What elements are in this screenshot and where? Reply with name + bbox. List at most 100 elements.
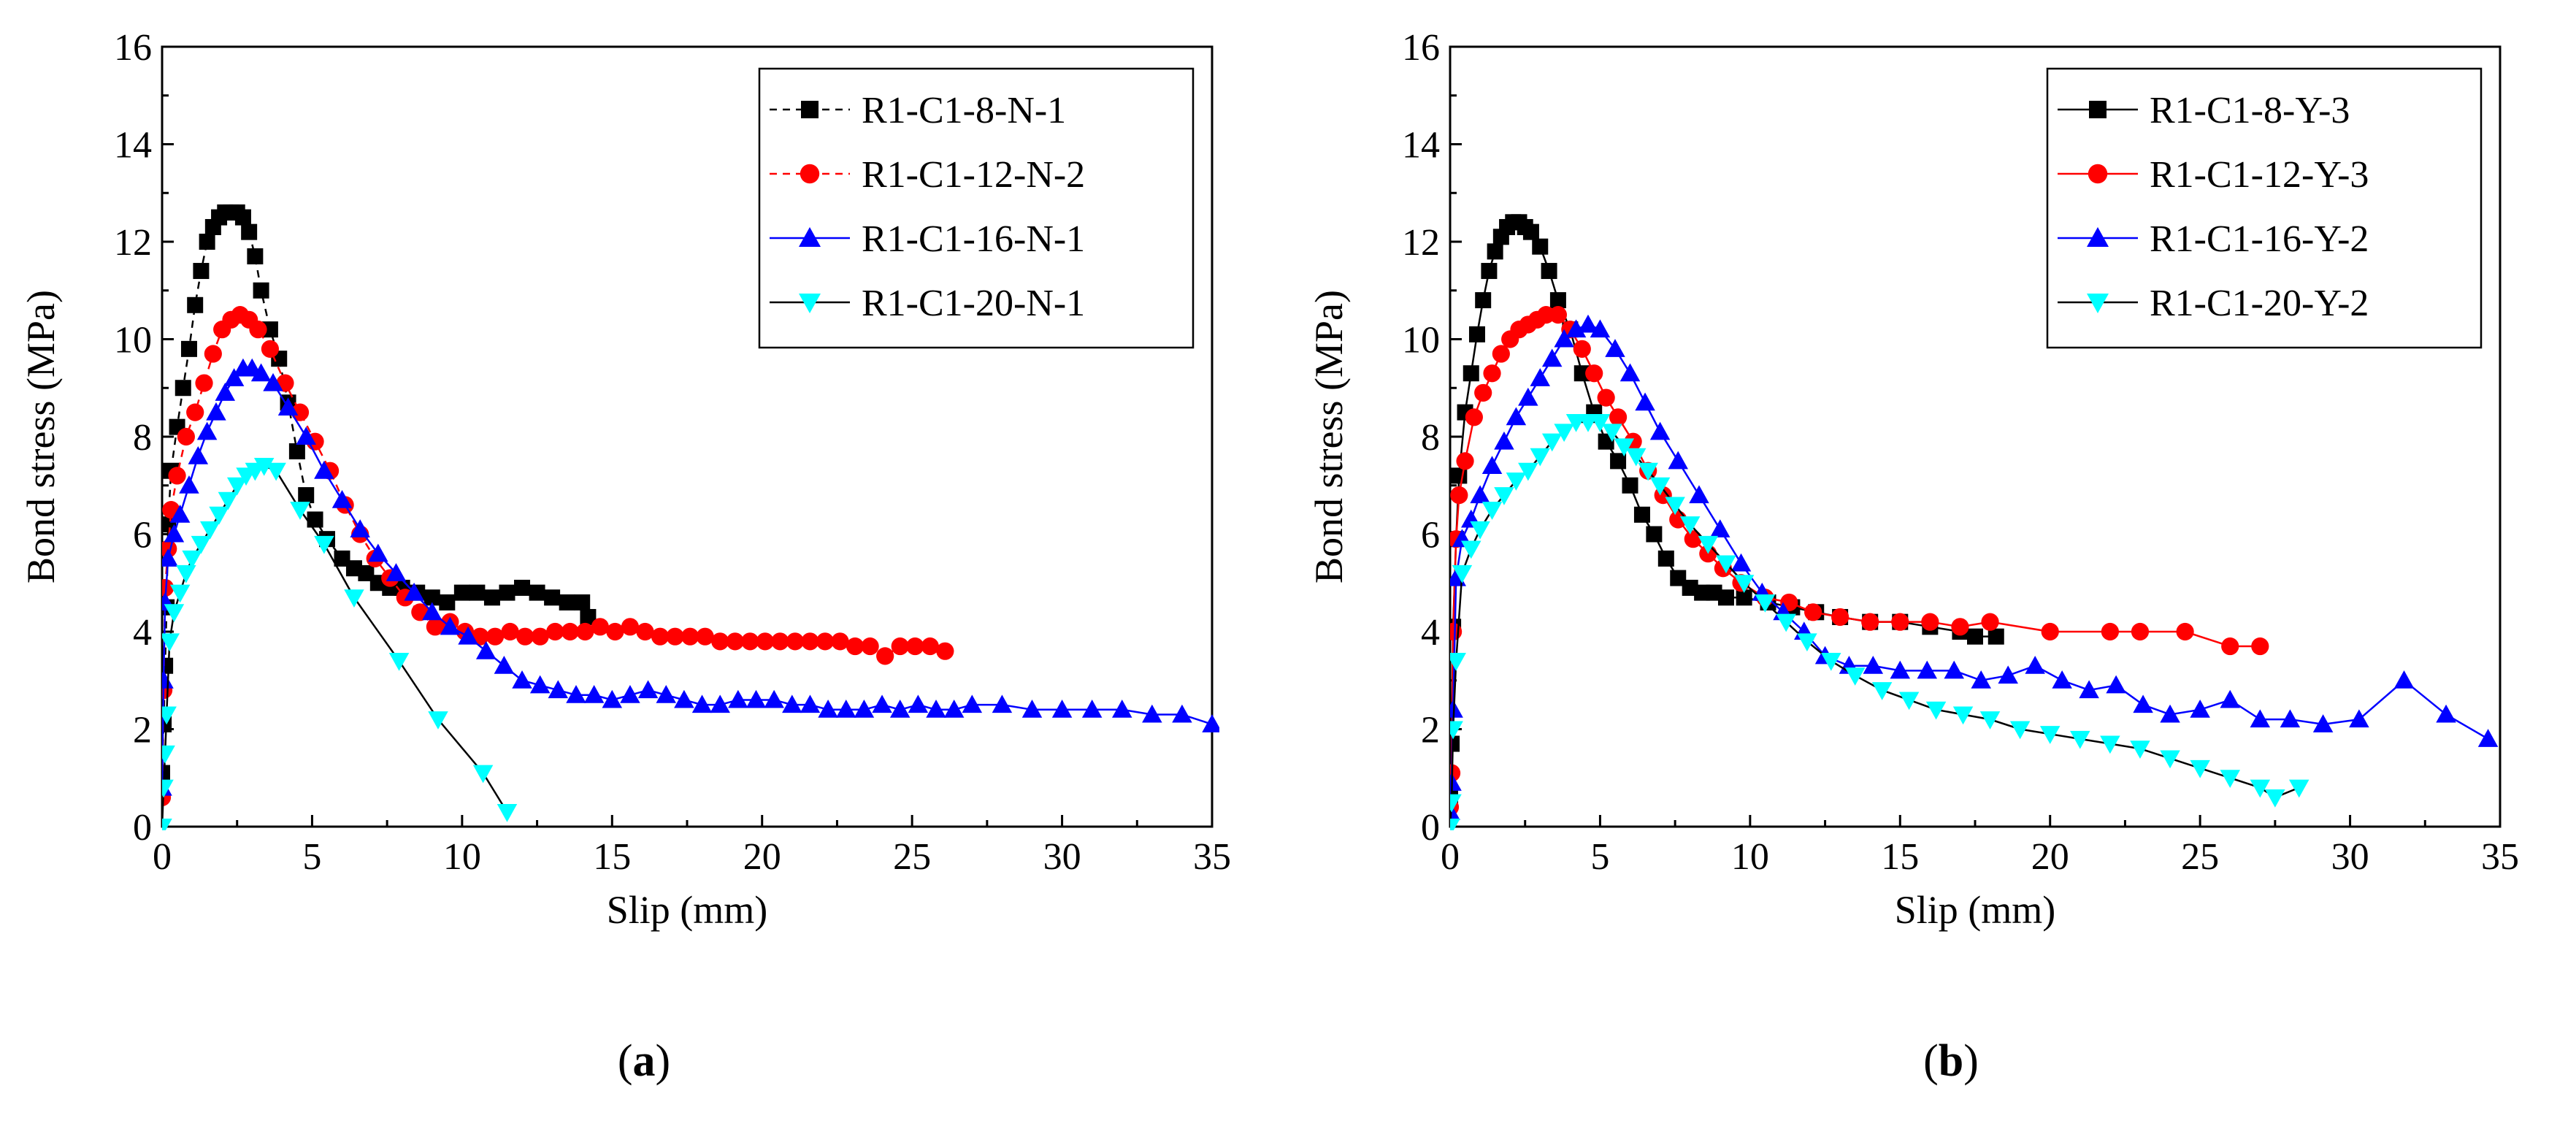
- data-point-R1-C1-16-Y-2: [1944, 660, 1964, 679]
- legend-marker-R1-C1-20-N-1: [799, 294, 821, 313]
- y-tick-label: 8: [133, 417, 152, 459]
- data-point-R1-C1-16-Y-2: [1998, 665, 2018, 684]
- x-tick-label: 35: [2481, 836, 2519, 878]
- data-point-R1-C1-8-N-1: [544, 589, 561, 606]
- x-axis-label: Slip (mm): [607, 888, 768, 932]
- series-line-R1-C1-8-Y-3: [1450, 221, 1996, 797]
- data-point-R1-C1-20-N-1: [162, 706, 177, 725]
- data-point-R1-C1-16-Y-2: [2220, 689, 2240, 708]
- data-point-R1-C1-12-N-2: [891, 637, 909, 656]
- y-tick-label: 10: [114, 320, 152, 361]
- x-tick-label: 35: [1193, 836, 1231, 878]
- data-point-R1-C1-20-Y-2: [1776, 613, 1796, 632]
- data-point-R1-C1-16-Y-2: [2280, 709, 2301, 728]
- data-point-R1-C1-12-Y-3: [1921, 613, 1939, 631]
- data-point-R1-C1-16-N-1: [566, 685, 586, 703]
- data-point-R1-C1-20-Y-2: [2070, 730, 2090, 749]
- data-point-R1-C1-12-Y-3: [1483, 364, 1501, 383]
- y-tick-label: 8: [1421, 417, 1440, 459]
- data-point-R1-C1-16-N-1: [1051, 700, 1073, 718]
- data-point-R1-C1-12-N-2: [696, 627, 714, 646]
- data-point-R1-C1-16-N-1: [908, 694, 929, 713]
- data-point-R1-C1-8-N-1: [175, 380, 191, 397]
- data-point-R1-C1-12-N-2: [516, 627, 534, 646]
- data-point-R1-C1-12-N-2: [621, 618, 640, 636]
- data-point-R1-C1-20-Y-2: [1821, 653, 1841, 671]
- data-point-R1-C1-20-Y-2: [1506, 472, 1527, 491]
- data-point-R1-C1-16-Y-2: [1971, 670, 1991, 689]
- data-point-R1-C1-16-Y-2: [1649, 421, 1671, 440]
- data-point-R1-C1-16-N-1: [602, 689, 623, 708]
- data-point-R1-C1-8-N-1: [199, 234, 215, 250]
- data-point-R1-C1-8-N-1: [514, 579, 531, 596]
- x-tick-label: 20: [2031, 836, 2069, 878]
- legend-label-R1-C1-16-Y-2: R1-C1-16-Y-2: [2150, 218, 2369, 260]
- data-point-R1-C1-20-Y-2: [1450, 653, 1466, 671]
- data-point-R1-C1-20-Y-2: [1638, 462, 1658, 481]
- data-point-R1-C1-12-Y-3: [1804, 603, 1822, 621]
- data-point-R1-C1-16-N-1: [196, 421, 218, 440]
- data-point-R1-C1-12-N-2: [771, 632, 789, 651]
- series-line-R1-C1-12-Y-3: [1450, 313, 2261, 808]
- legend-marker-R1-C1-16-Y-2: [2087, 227, 2109, 247]
- data-point-R1-C1-8-N-1: [193, 263, 210, 280]
- data-point-R1-C1-12-Y-3: [2131, 622, 2150, 641]
- data-point-R1-C1-16-N-1: [800, 694, 821, 713]
- data-point-R1-C1-16-N-1: [1202, 714, 1219, 732]
- data-point-R1-C1-16-N-1: [583, 685, 605, 703]
- data-point-R1-C1-16-N-1: [215, 383, 236, 401]
- data-point-R1-C1-20-Y-2: [1733, 575, 1755, 593]
- data-point-R1-C1-8-Y-3: [1610, 453, 1627, 470]
- data-point-R1-C1-20-Y-2: [2250, 779, 2271, 798]
- data-point-R1-C1-16-Y-2: [1590, 319, 1611, 338]
- data-point-R1-C1-8-Y-3: [1657, 550, 1674, 567]
- data-point-R1-C1-12-N-2: [576, 622, 594, 641]
- data-point-R1-C1-16-N-1: [1172, 704, 1192, 723]
- data-point-R1-C1-12-N-2: [936, 642, 954, 660]
- data-point-R1-C1-16-Y-2: [2190, 700, 2210, 718]
- data-point-R1-C1-8-Y-3: [1487, 243, 1503, 260]
- data-point-R1-C1-16-N-1: [1021, 700, 1043, 718]
- data-point-R1-C1-20-Y-2: [1979, 711, 2001, 730]
- data-point-R1-C1-16-Y-2: [1481, 456, 1503, 475]
- data-point-R1-C1-12-N-2: [531, 627, 549, 646]
- data-point-R1-C1-12-Y-3: [2251, 637, 2269, 656]
- data-point-R1-C1-12-N-2: [204, 345, 222, 363]
- data-point-R1-C1-12-Y-3: [1951, 618, 1969, 636]
- legend-box: [758, 67, 1195, 349]
- data-point-R1-C1-12-Y-3: [1456, 452, 1474, 470]
- data-point-R1-C1-12-Y-3: [1609, 408, 1628, 426]
- data-point-R1-C1-16-N-1: [992, 694, 1013, 713]
- data-point-R1-C1-20-N-1: [253, 458, 275, 476]
- panel-b: 0 5 10 15 20 25 30 35 0 2 4 6 8 10 12 14 16 Slip (mm) Bond…: [1288, 0, 2576, 1137]
- data-point-R1-C1-16-N-1: [764, 689, 784, 708]
- data-point-R1-C1-16-N-1: [169, 505, 191, 523]
- x-tick-label: 30: [1043, 836, 1081, 878]
- data-point-R1-C1-16-N-1: [836, 700, 856, 718]
- data-point-R1-C1-8-N-1: [261, 321, 278, 338]
- data-point-R1-C1-8-N-1: [247, 248, 264, 265]
- data-point-R1-C1-16-N-1: [162, 548, 178, 567]
- data-point-R1-C1-16-N-1: [263, 372, 283, 391]
- data-point-R1-C1-20-Y-2: [1481, 502, 1503, 520]
- data-point-R1-C1-16-Y-2: [1494, 431, 1514, 450]
- data-point-R1-C1-8-Y-3: [1541, 263, 1557, 280]
- data-point-R1-C1-12-N-2: [426, 618, 444, 636]
- data-point-R1-C1-20-Y-2: [2265, 789, 2285, 808]
- data-point-R1-C1-12-N-2: [876, 647, 894, 665]
- data-point-R1-C1-16-N-1: [206, 402, 226, 421]
- data-point-R1-C1-8-Y-3: [1468, 326, 1485, 342]
- data-point-R1-C1-20-N-1: [162, 779, 174, 798]
- data-point-R1-C1-16-Y-2: [1506, 407, 1527, 426]
- data-point-R1-C1-8-Y-3: [1736, 589, 1752, 606]
- data-point-R1-C1-16-Y-2: [2025, 655, 2045, 674]
- chart-b: 0 5 10 15 20 25 30 35 0 2 4 6 8 10 12 14 16 Slip (mm) Bond…: [1307, 27, 2519, 932]
- data-point-R1-C1-20-Y-2: [1602, 424, 1622, 443]
- data-point-R1-C1-16-N-1: [1081, 700, 1103, 718]
- data-point-R1-C1-16-N-1: [674, 689, 694, 708]
- data-point-R1-C1-20-Y-2: [1590, 413, 1611, 432]
- data-point-R1-C1-16-N-1: [368, 543, 388, 562]
- data-point-R1-C1-20-Y-2: [1518, 462, 1538, 481]
- data-point-R1-C1-16-N-1: [494, 655, 515, 674]
- data-point-R1-C1-12-Y-3: [1549, 306, 1568, 324]
